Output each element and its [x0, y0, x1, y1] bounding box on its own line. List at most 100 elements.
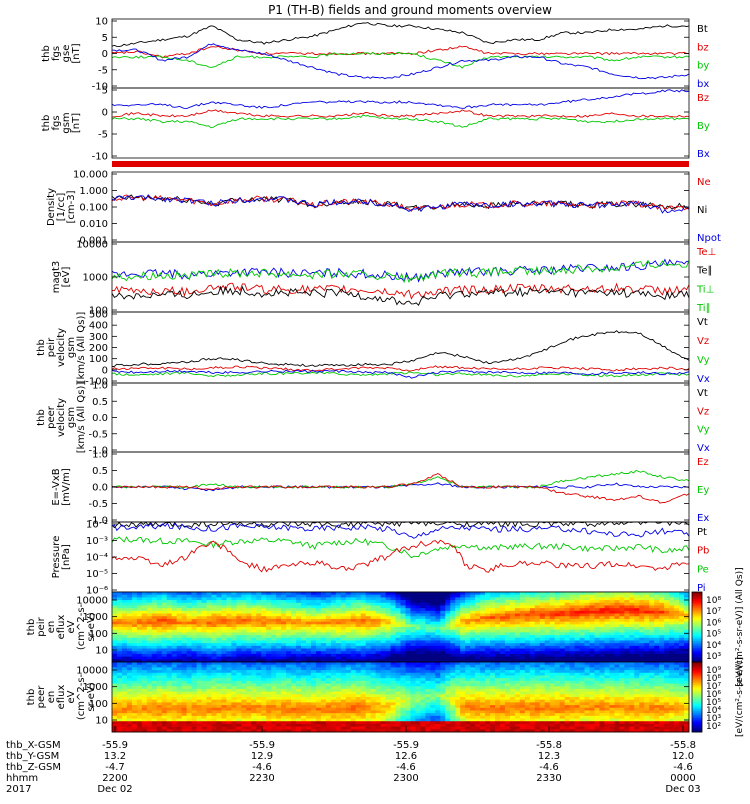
spectrogram-cell — [346, 727, 351, 730]
spectrogram-cell — [207, 632, 212, 635]
spectrogram-cell — [351, 627, 356, 630]
spectrogram-cell — [172, 605, 177, 608]
spectrogram-cell — [520, 592, 525, 595]
spectrogram-cell — [570, 657, 575, 660]
spectrogram-cell — [281, 678, 286, 681]
spectrogram-cell — [545, 605, 550, 608]
spectrogram-cell — [609, 611, 614, 614]
spectrogram-cell — [415, 646, 420, 649]
spectrogram-cell — [187, 684, 192, 687]
spectrogram-cell — [540, 619, 545, 622]
spectrogram-cell — [226, 619, 231, 622]
spectrogram-cell — [226, 681, 231, 684]
spectrogram-cell — [216, 657, 221, 660]
spectrogram-cell — [301, 600, 306, 603]
spectrogram-cell — [147, 624, 152, 627]
spectrogram-cell — [445, 611, 450, 614]
spectrogram-cell — [495, 654, 500, 657]
spectrogram-cell — [430, 635, 435, 638]
spectrogram-cell — [182, 622, 187, 625]
spectrogram-cell — [440, 654, 445, 657]
spectrogram-cell — [669, 657, 674, 660]
spectrogram-cell — [351, 665, 356, 668]
spectrogram-cell — [177, 675, 182, 678]
spectrogram-cell — [430, 600, 435, 603]
spectrogram-cell — [226, 632, 231, 635]
spectrogram-cell — [401, 592, 406, 595]
y-tick-label: 10.000 — [73, 170, 108, 181]
spectrogram-cell — [182, 665, 187, 668]
spectrogram-cell — [202, 649, 207, 652]
spectrogram-cell — [261, 721, 266, 724]
spectrogram-cell — [152, 694, 157, 697]
spectrogram-cell — [629, 597, 634, 600]
spectrogram-cell — [162, 686, 167, 689]
spectrogram-cell — [425, 700, 430, 703]
spectrogram-cell — [679, 597, 684, 600]
spectrogram-cell — [361, 614, 366, 617]
spectrogram-cell — [575, 603, 580, 606]
spectrogram-cell — [311, 670, 316, 673]
spectrogram-cell — [430, 721, 435, 724]
spectrogram-cell — [261, 692, 266, 695]
spectrogram-cell — [331, 700, 336, 703]
spectrogram-cell — [565, 635, 570, 638]
spectrogram-cell — [167, 632, 172, 635]
spectrogram-cell — [167, 673, 172, 676]
spectrogram-cell — [366, 700, 371, 703]
spectrogram-cell — [435, 611, 440, 614]
y-tick-label: 0 — [102, 49, 108, 60]
spectrogram-cell — [336, 716, 341, 719]
spectrogram-cell — [202, 710, 207, 713]
spectrogram-cell — [311, 700, 316, 703]
spectrogram-cell — [415, 705, 420, 708]
spectrogram-cell — [122, 719, 127, 722]
spectrogram-cell — [202, 697, 207, 700]
spectrogram-cell — [311, 721, 316, 724]
spectrogram-cell — [410, 662, 415, 665]
spectrogram-cell — [450, 595, 455, 598]
spectrogram-cell — [152, 727, 157, 730]
spectrogram-cell — [207, 702, 212, 705]
spectrogram-cell — [221, 724, 226, 727]
spectrogram-cell — [410, 665, 415, 668]
spectrogram-cell — [415, 638, 420, 641]
spectrogram-cell — [256, 710, 261, 713]
spectrogram-cell — [590, 654, 595, 657]
spectrogram-cell — [147, 713, 152, 716]
spectrogram-cell — [401, 700, 406, 703]
spectrogram-cell — [132, 724, 137, 727]
spectrogram-cell — [624, 627, 629, 630]
spectrogram-cell — [356, 635, 361, 638]
spectrogram-cell — [331, 619, 336, 622]
spectrogram-cell — [425, 719, 430, 722]
spectrogram-cell — [271, 710, 276, 713]
spectrogram-cell — [525, 605, 530, 608]
spectrogram-cell — [316, 684, 321, 687]
spectrogram-cell — [112, 640, 117, 643]
spectrogram-cell — [276, 632, 281, 635]
spectrogram-cell — [604, 592, 609, 595]
spectrogram-cell — [341, 640, 346, 643]
spectrogram-cell — [475, 657, 480, 660]
spectrogram-cell — [500, 654, 505, 657]
spectrogram-cell — [172, 622, 177, 625]
spectrogram-cell — [401, 603, 406, 606]
spectrogram-cell — [550, 651, 555, 654]
spectrogram-cell — [311, 702, 316, 705]
spectrogram-cell — [316, 692, 321, 695]
spectrogram-cell — [386, 686, 391, 689]
spectrogram-cell — [470, 627, 475, 630]
spectrogram-cell — [216, 689, 221, 692]
spectrogram-cell — [122, 673, 127, 676]
spectrogram-cell — [381, 651, 386, 654]
series-line-2 — [112, 283, 689, 298]
spectrogram-cell — [405, 681, 410, 684]
spectrogram-cell — [226, 678, 231, 681]
spectrogram-cell — [555, 595, 560, 598]
spectrogram-cell — [475, 630, 480, 633]
spectrogram-cell — [410, 716, 415, 719]
spectrogram-cell — [251, 716, 256, 719]
spectrogram-cell — [376, 603, 381, 606]
spectrogram-cell — [634, 654, 639, 657]
